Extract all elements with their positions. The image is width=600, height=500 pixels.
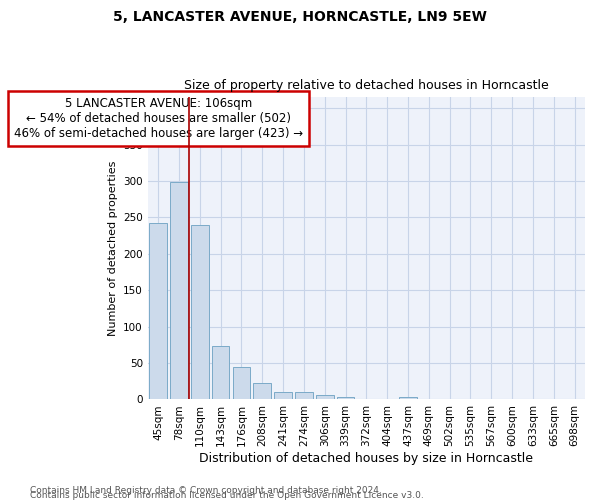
- X-axis label: Distribution of detached houses by size in Horncastle: Distribution of detached houses by size …: [199, 452, 533, 465]
- Text: Contains HM Land Registry data © Crown copyright and database right 2024.: Contains HM Land Registry data © Crown c…: [30, 486, 382, 495]
- Bar: [191, 226, 209, 400]
- Text: Contains public sector information licensed under the Open Government Licence v3: Contains public sector information licen…: [30, 491, 424, 500]
- Y-axis label: Number of detached properties: Number of detached properties: [107, 160, 118, 336]
- Bar: [212, 346, 229, 400]
- Title: Size of property relative to detached houses in Horncastle: Size of property relative to detached ho…: [184, 79, 549, 92]
- Text: 5 LANCASTER AVENUE: 106sqm
← 54% of detached houses are smaller (502)
46% of sem: 5 LANCASTER AVENUE: 106sqm ← 54% of deta…: [14, 98, 304, 140]
- Bar: [399, 396, 417, 400]
- Bar: [337, 396, 355, 400]
- Bar: [149, 224, 167, 400]
- Text: 5, LANCASTER AVENUE, HORNCASTLE, LN9 5EW: 5, LANCASTER AVENUE, HORNCASTLE, LN9 5EW: [113, 10, 487, 24]
- Bar: [170, 182, 188, 400]
- Bar: [233, 368, 250, 400]
- Bar: [274, 392, 292, 400]
- Bar: [316, 395, 334, 400]
- Bar: [253, 384, 271, 400]
- Bar: [295, 392, 313, 400]
